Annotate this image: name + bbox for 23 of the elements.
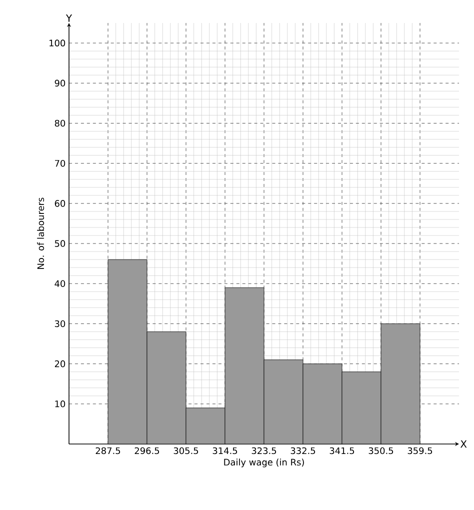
x-tick-label: 359.5 [408,447,432,454]
x-tick-label: 323.5 [252,447,276,454]
y-tick-label: 30 [54,320,66,328]
x-tick-label: 296.5 [134,447,160,454]
x-tick-label: 287.5 [96,447,120,454]
y-tick-label: 50 [54,240,66,247]
text: X [460,440,467,448]
y-tick-label: 20 [54,360,66,368]
x-tick-label: 314.5 [212,447,238,454]
y-tick-label: 40 [54,280,66,288]
y-tick-label: 70 [55,160,66,167]
x-tick-label: 332.5 [290,447,316,454]
y-tick-label: 60 [54,200,66,207]
y-tick-label: 90 [54,80,66,87]
y-tick-label: 80 [54,120,66,127]
text: Y [66,14,72,22]
y-tick-label: 10 [55,400,66,408]
x-tick-label: 341.5 [330,447,354,454]
x-axis-title: Daily wage (in Rs) [224,458,304,468]
x-tick-label: 305.5 [174,447,198,454]
y-tick-label: 100 [50,40,66,46]
x-tick-label: 350.5 [368,447,394,454]
y-axis-title: No. of labourers [37,198,44,269]
